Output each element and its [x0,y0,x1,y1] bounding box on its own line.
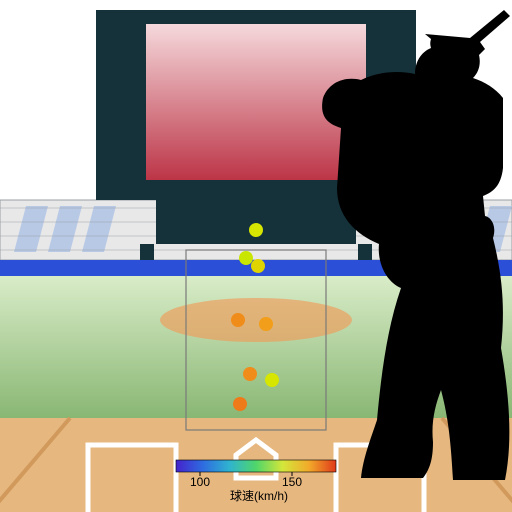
pitch-marker [259,317,273,331]
pitch-marker [233,397,247,411]
pitch-marker [231,313,245,327]
legend-tick-label: 100 [190,475,210,489]
legend-label: 球速(km/h) [230,489,288,503]
scoreboard-base [156,200,356,244]
legend-tick-label: 150 [282,475,302,489]
pitch-marker [265,373,279,387]
legend-colorbar [176,460,336,472]
pitch-marker [243,367,257,381]
pitch-location-chart: 100 150球速(km/h) [0,0,512,512]
pitch-marker [239,251,253,265]
pitchers-mound [160,298,352,342]
pitch-marker [249,223,263,237]
pitch-marker [251,259,265,273]
